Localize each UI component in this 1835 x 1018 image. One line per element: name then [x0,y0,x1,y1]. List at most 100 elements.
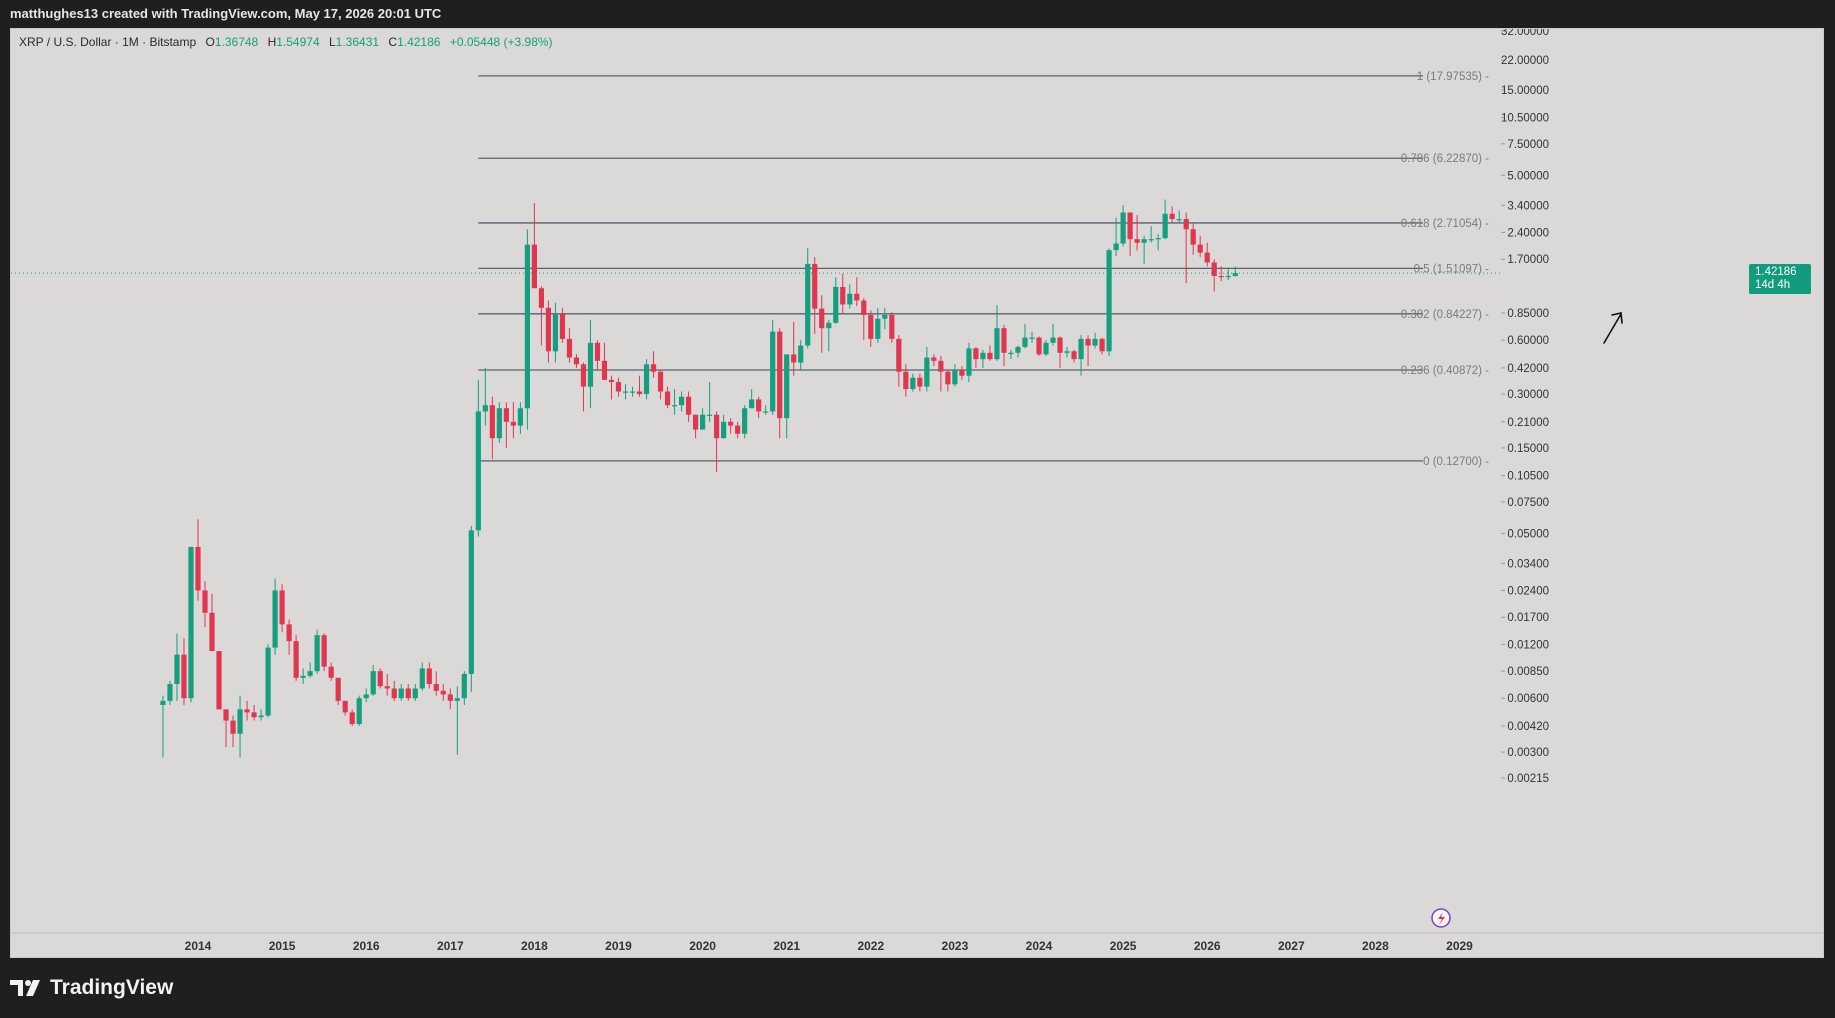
candle-body [202,590,208,613]
candle-body [566,338,573,358]
candle-body [917,377,923,387]
symbol-legend: XRP / U.S. Dollar · 1M · Bitstamp O1.367… [19,35,553,49]
price-tick-label: 0.85000 [1507,308,1549,320]
candle-body [791,354,797,363]
candle [735,421,741,439]
candle [1148,226,1154,243]
candle-body [868,314,874,339]
candle [910,373,916,392]
candle-body [896,338,902,372]
candle [1225,268,1231,281]
candle [1029,331,1035,343]
candle-body [749,399,755,409]
candle [854,277,860,307]
price-tick-label: 15.00000 [1501,85,1549,97]
candle-body [356,698,362,725]
footer: TradingView [10,958,1824,1018]
candle-body [167,684,173,701]
time-tick-label: 2016 [353,939,380,953]
candle [433,671,439,696]
candle-body [1001,328,1007,353]
candle [419,662,425,691]
candle-body [924,357,930,387]
candle [903,364,909,397]
candlestick-chart[interactable]: 1 (17.97535) - 0.786 (6.22870) - 0.618 (2.… [11,29,1823,957]
candle [279,584,285,633]
candle [160,695,166,758]
candle-body [1141,239,1147,243]
time-tick-label: 2014 [185,939,212,953]
candle [342,700,348,716]
candle-body [209,612,215,652]
candle [1092,332,1098,349]
price-tick-label: 0.00300 [1507,747,1549,759]
price-tick-label: 5.00000 [1507,170,1549,182]
candle-body [160,700,166,705]
candle-body [1113,243,1119,251]
candle-body [966,348,972,376]
candle [952,364,958,387]
candle [524,229,530,430]
candle [349,709,355,726]
candle-body [580,364,587,387]
candle-body [615,382,622,392]
candle [573,354,580,368]
candle-body [1169,213,1175,220]
time-tick-label: 2028 [1362,939,1389,953]
candle [1057,336,1063,368]
candle-body [1064,351,1070,353]
candle [475,379,481,537]
candle-body [622,391,629,393]
candle [749,389,755,409]
candle [489,396,495,460]
time-tick-label: 2029 [1446,939,1473,953]
fib-label: 0.236 (0.40872) - [1401,365,1489,377]
candle [650,351,657,378]
tradingview-logo[interactable]: TradingView [10,976,173,1000]
time-tick-label: 2018 [521,939,548,953]
candle [889,312,895,343]
candle-body [545,307,552,352]
open-value: 1.36748 [214,35,259,49]
last-price-tag: 1.42186 14d 4h [1749,264,1811,295]
candle-body [1127,212,1133,240]
price-tick-label: 0.00850 [1507,666,1549,678]
candle-body [1232,273,1238,277]
candle-body [335,677,341,701]
symbol-name: XRP / U.S. Dollar · 1M · Bitstamp [19,35,197,49]
candle [447,688,453,710]
candle-body [798,345,804,363]
candle-body [692,414,699,430]
candle-body [1071,351,1077,360]
candle-body [636,391,643,395]
candle [833,277,839,324]
price-axis[interactable]: 32.00000 22.00000 15.00000 10.50000 7.50000 5… [1501,29,1549,785]
candle [896,335,902,387]
price-tick-label: 0.15000 [1507,443,1549,455]
candle [1015,345,1021,358]
candle-body [1155,238,1161,240]
time-axis[interactable]: 2014 2015 2016 2017 2018 2019 2020 2021 2022 2023… [11,932,1823,953]
candle [1043,340,1049,356]
candle-body [819,308,825,329]
candle-body [272,590,278,648]
candle-body [952,369,958,385]
candle [608,375,615,400]
candle-body [293,641,299,678]
candle [1169,206,1175,223]
candle [798,340,804,370]
candle [826,319,832,352]
price-tick-label: 10.50000 [1501,113,1549,125]
candle [328,662,334,681]
candle [167,680,173,705]
chart-panel[interactable]: 1 (17.97535) - 0.786 (6.22870) - 0.618 (2.… [10,28,1824,958]
candle [657,369,664,400]
candle-body [1190,229,1196,245]
candle-body [833,286,839,323]
high-label: H [267,35,277,49]
candle [629,386,636,397]
time-tick-label: 2024 [1026,939,1053,953]
candle [728,418,734,434]
bar-countdown: 14d 4h [1755,279,1791,292]
candle-body [1057,337,1063,353]
